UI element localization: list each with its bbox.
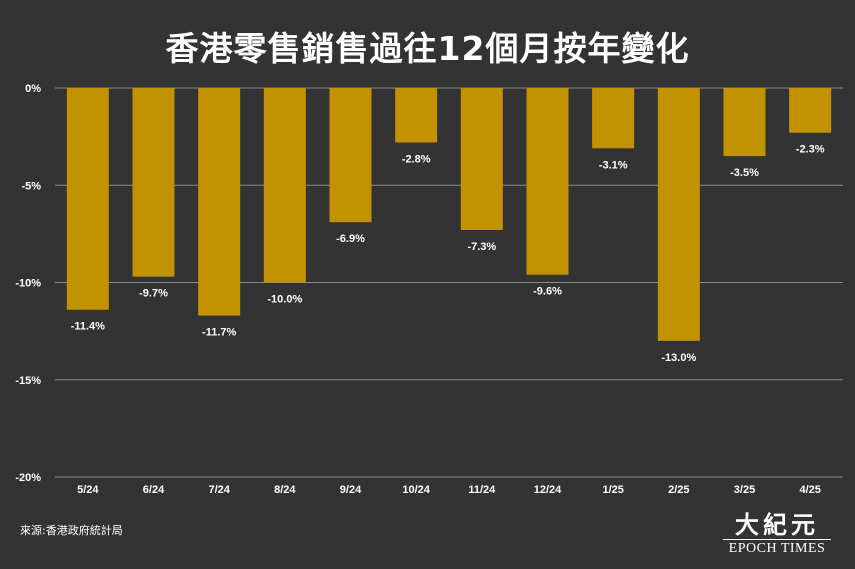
x-tick-label: 11/24 — [468, 484, 496, 496]
logo-english: EPOCH TIMES — [723, 539, 831, 557]
bar — [66, 88, 109, 310]
data-label: -9.6% — [533, 286, 562, 298]
data-label: -11.7% — [202, 327, 236, 339]
bar — [132, 88, 175, 277]
y-tick-label: -5% — [21, 180, 41, 192]
data-label: -3.1% — [599, 159, 628, 171]
data-label: -6.9% — [336, 233, 365, 245]
x-tick-label: 10/24 — [402, 484, 430, 496]
x-tick-label: 9/24 — [340, 484, 362, 496]
y-tick-label: 0% — [25, 83, 41, 95]
data-label: -2.8% — [402, 153, 431, 165]
x-tick-label: 8/24 — [274, 484, 296, 496]
data-label: -11.4% — [71, 321, 105, 333]
bar — [657, 88, 700, 341]
bar — [789, 88, 832, 133]
bar — [526, 88, 569, 275]
x-tick-label: 5/24 — [77, 484, 99, 496]
bar — [198, 88, 241, 316]
labels: 0% -5% -10% -15% -20% -11.4% 5/24 -9.7% 6/24 -11.… — [15, 83, 824, 496]
x-tick-label: 6/24 — [143, 484, 165, 496]
x-tick-label: 12/24 — [534, 484, 562, 496]
y-tick-label: -20% — [15, 472, 41, 484]
epoch-times-logo: 大紀元 EPOCH TIMES — [723, 511, 831, 557]
bar — [723, 88, 766, 157]
x-tick-label: 2/25 — [668, 484, 689, 496]
bar — [592, 88, 635, 149]
bars — [66, 88, 832, 341]
data-label: -2.3% — [796, 144, 825, 156]
logo-chinese: 大紀元 — [735, 510, 819, 539]
data-label: -7.3% — [467, 241, 496, 253]
x-tick-label: 1/25 — [602, 484, 623, 496]
x-tick-label: 3/25 — [734, 484, 755, 496]
y-tick-label: -10% — [15, 278, 41, 290]
data-label: -10.0% — [267, 294, 302, 306]
y-tick-label: -15% — [15, 375, 41, 387]
x-tick-label: 7/24 — [208, 484, 230, 496]
data-label: -9.7% — [139, 288, 168, 300]
x-tick-label: 4/25 — [799, 484, 820, 496]
source-note: 來源:香港政府統計局 — [20, 524, 123, 537]
data-label: -3.5% — [730, 167, 759, 179]
bar — [460, 88, 503, 230]
bar — [395, 88, 438, 143]
data-label: -13.0% — [661, 352, 696, 364]
bar — [263, 88, 306, 283]
chart-title: 香港零售銷售過往12個月按年變化 — [165, 29, 690, 68]
bar — [329, 88, 372, 223]
grid-lines — [55, 87, 843, 478]
